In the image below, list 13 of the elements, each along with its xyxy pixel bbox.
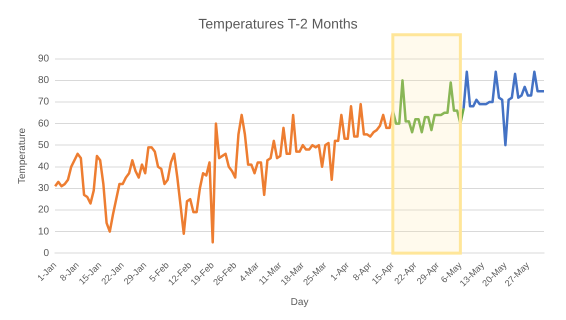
y-tick-label: 30 [38, 183, 50, 194]
y-tick-label: 10 [38, 226, 50, 238]
y-tick-label: 0 [44, 248, 50, 259]
y-tick-label: 40 [38, 162, 50, 173]
y-tick-label: 60 [38, 118, 50, 130]
y-tick-label: 20 [38, 204, 50, 216]
x-axis-title: Day [290, 296, 308, 308]
y-axis-title: Temperature [16, 127, 28, 184]
y-tick-label: 70 [38, 96, 50, 108]
y-tick-label: 90 [38, 54, 50, 65]
y-tick-label: 50 [38, 140, 50, 151]
y-tick-label: 80 [38, 75, 50, 86]
chart-title: Temperatures T-2 Months [198, 15, 358, 32]
